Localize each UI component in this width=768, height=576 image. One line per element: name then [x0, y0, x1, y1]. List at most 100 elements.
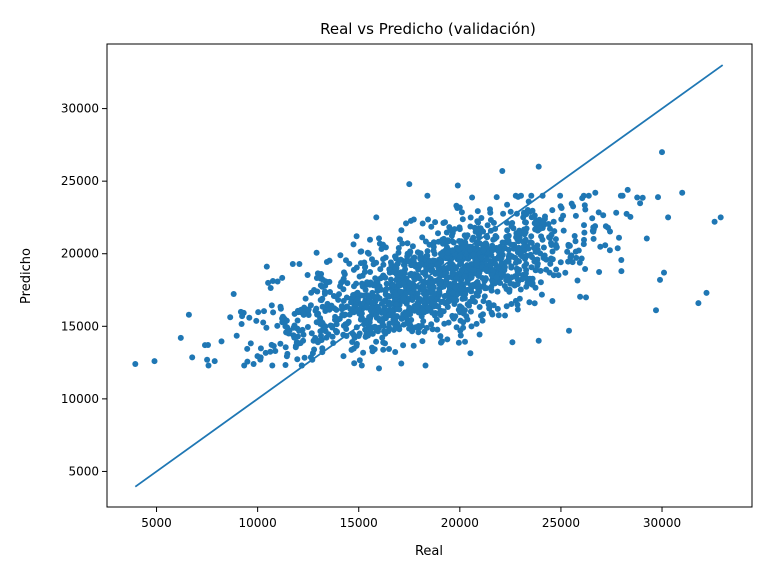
scatter-point [463, 313, 470, 320]
scatter-point [261, 308, 267, 315]
scatter-point [569, 259, 576, 266]
scatter-point [440, 308, 447, 315]
scatter-point [348, 299, 354, 306]
x-tick-label: 15000 [340, 516, 378, 530]
scatter-point [476, 225, 483, 232]
scatter-point [327, 289, 333, 295]
scatter-point [414, 249, 421, 256]
scatter-point [456, 224, 463, 231]
scatter-point [319, 303, 326, 310]
scatter-point [395, 281, 402, 288]
scatter-point [341, 269, 347, 276]
scatter-point [413, 304, 420, 311]
scatter-point [572, 212, 579, 219]
scatter-point [589, 227, 596, 234]
scatter-point [462, 338, 468, 345]
scatter-point [296, 261, 303, 267]
scatter-point [430, 291, 437, 298]
scatter-point [277, 303, 284, 310]
scatter-point [566, 327, 572, 334]
scatter-point [299, 308, 306, 314]
scatter-point [340, 322, 347, 329]
scatter-point [467, 308, 474, 315]
scatter-point [552, 236, 559, 243]
scatter-point [269, 362, 276, 369]
scatter-point [354, 296, 361, 303]
scatter-point [319, 283, 326, 290]
scatter-point [392, 349, 399, 355]
scatter-point [475, 273, 482, 279]
scatter-point [530, 244, 537, 251]
scatter-point [270, 309, 277, 316]
scatter-point [357, 260, 364, 267]
scatter-point [346, 260, 353, 267]
scatter-point [311, 346, 318, 353]
reference-line [134, 64, 724, 488]
scatter-point [488, 309, 495, 316]
scatter-point [283, 353, 290, 360]
scatter-point [353, 280, 360, 287]
scatter-point [393, 291, 400, 298]
scatter-point [299, 326, 306, 333]
scatter-point [482, 266, 489, 273]
scatter-point [489, 272, 495, 279]
scatter-point [560, 227, 567, 234]
scatter-point [468, 288, 475, 295]
scatter-point [323, 259, 330, 265]
scatter-point [185, 311, 192, 318]
scatter-point [262, 349, 269, 356]
scatter-point [250, 361, 257, 367]
scatter-point [557, 259, 564, 266]
scatter-point [351, 360, 358, 367]
scatter-point [422, 292, 429, 299]
scatter-point [409, 243, 416, 250]
scatter-point [294, 356, 301, 363]
scatter-point [470, 251, 476, 258]
scatter-point [453, 202, 460, 209]
scatter-point [378, 286, 385, 293]
scatter-point [277, 340, 284, 347]
scatter-point [585, 192, 592, 199]
scatter-point [503, 259, 510, 265]
scatter-point [435, 230, 441, 237]
scatter-point [373, 259, 380, 266]
scatter-point [558, 205, 565, 211]
scatter-point [450, 239, 457, 246]
scatter-point [247, 340, 254, 347]
scatter-point [445, 274, 452, 281]
scatter-point [337, 252, 344, 259]
scatter-point [430, 244, 437, 250]
scatter-point [527, 239, 534, 246]
scatter-point [526, 299, 533, 306]
x-tick-label: 5000 [141, 516, 172, 530]
scatter-point [381, 328, 387, 335]
scatter-point [379, 334, 386, 341]
scatter-point [508, 301, 515, 307]
scatter-point [547, 260, 554, 267]
scatter-point [616, 234, 622, 241]
scatter-point [462, 242, 469, 249]
scatter-point [462, 291, 469, 298]
scatter-point [334, 328, 340, 335]
scatter-point [424, 192, 431, 199]
scatter-point [577, 293, 584, 300]
scatter-point [473, 290, 480, 297]
scatter-point [390, 311, 397, 318]
scatter-point [279, 274, 286, 281]
scatter-point [412, 324, 419, 331]
scatter-point [419, 220, 426, 227]
scatter-point [436, 271, 443, 278]
scatter-point [326, 278, 333, 285]
scatter-point [358, 362, 365, 369]
scatter-point [263, 263, 270, 270]
scatter-point [354, 291, 361, 298]
scatter-point [410, 255, 416, 262]
scatter-point [290, 324, 297, 331]
scatter-point [453, 265, 460, 272]
scatter-point [282, 362, 289, 368]
scatter-point [523, 219, 529, 226]
scatter-point [618, 268, 625, 275]
scatter-point [366, 330, 373, 337]
scatter-point [376, 235, 382, 242]
scatter-point [311, 287, 318, 293]
